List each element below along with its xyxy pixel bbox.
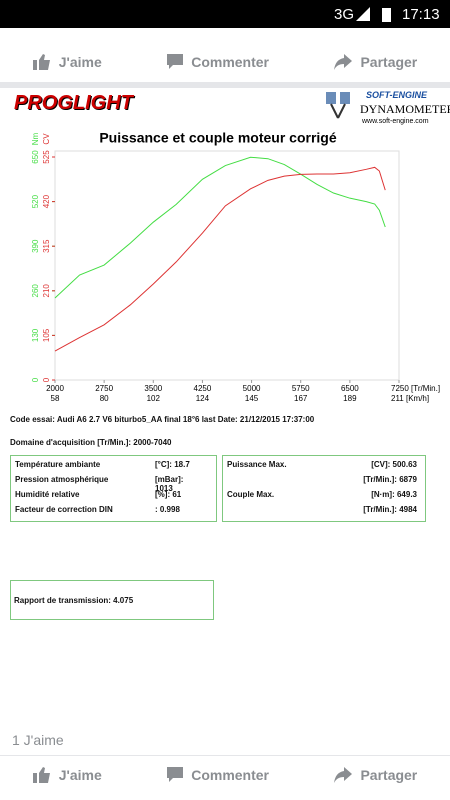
likes-count[interactable]: 1 J'aime: [12, 732, 64, 748]
speed-tick-label: 145: [245, 394, 259, 403]
dynamometers-logo: DYNAMOMETERS: [360, 102, 450, 116]
speed-tick-label: 189: [343, 394, 357, 403]
y-tick-label: 650: [31, 150, 40, 164]
info-value: [N·m]: 649.3: [371, 490, 417, 499]
network: 3G: [334, 6, 355, 23]
series-line: [54, 166, 386, 352]
x-tick-label: 2750: [95, 384, 113, 393]
info-row: Facteur de correction DIN : 0.998: [15, 505, 212, 519]
y-tick-label: 260: [31, 284, 40, 298]
y-tick-label: 130: [31, 328, 40, 342]
info-row: Couple Max. [N·m]: 649.3: [227, 490, 421, 504]
speed-tick-label: 167: [294, 394, 308, 403]
piston-icon: [326, 92, 350, 119]
speed-tick-label: 80: [100, 394, 109, 403]
info-value: [mBar]: 1013: [155, 475, 184, 493]
y-tick-label: 0: [42, 377, 51, 382]
y-tick-label: 390: [31, 239, 40, 253]
speed-tick-label: 58: [51, 394, 60, 403]
info-label: Température ambiante: [15, 460, 101, 469]
status-bar: 3G 17:13: [0, 0, 450, 28]
test-code: Code essai: Audi A6 2.7 V6 biturbo5_AA f…: [10, 415, 315, 424]
action-bar-bottom: J'aime Commenter Partager: [0, 756, 450, 794]
comment-button[interactable]: Commenter: [167, 54, 269, 70]
info-row: [Tr/Min.]: 4984: [227, 505, 421, 519]
y-tick-label: 520: [31, 194, 40, 208]
x-tick-label: 7250 [Tr/Min.]: [391, 384, 440, 393]
y-tick-label: 525: [42, 150, 51, 164]
info-row: Pression atmosphérique [mBar]: 1013: [15, 475, 212, 493]
comment-button[interactable]: Commenter: [167, 767, 269, 783]
like-button[interactable]: J'aime: [32, 767, 102, 783]
comment-label: Commenter: [191, 54, 269, 70]
share-button[interactable]: Partager: [334, 767, 417, 783]
chart: Puissance et couple moteur corrigé 2000 2…: [31, 130, 440, 403]
like-label: J'aime: [58, 767, 102, 783]
x-tick-label: 5000: [243, 384, 261, 393]
info-label: Puissance Max.: [227, 460, 287, 469]
share-label: Partager: [360, 54, 418, 70]
soft-engine-logo: SOFT-ENGINE: [366, 90, 428, 100]
share-button[interactable]: Partager: [334, 54, 417, 70]
max-box: Puissance Max. [CV]: 500.63 [Tr/Min.]: 687…: [222, 455, 426, 522]
speed-tick-label: 124: [196, 394, 210, 403]
transmission-box: Rapport de transmission: 4.075: [10, 580, 214, 620]
info-label: Facteur de correction DIN: [15, 505, 113, 514]
info-row: Humidité relative [%]: 61: [15, 490, 212, 504]
info-value: [Tr/Min.]: 4984: [363, 505, 417, 514]
series-line: [54, 156, 386, 299]
info-value: [CV]: 500.63: [371, 460, 417, 469]
info-row: [Tr/Min.]: 6879: [227, 475, 421, 489]
proglight-logo: PROGLIGHT: [14, 92, 133, 114]
acquisition-range: Domaine d'acquisition [Tr/Min.]: 2000-70…: [10, 438, 172, 447]
divider: [0, 82, 450, 88]
x-tick-label: 3500: [144, 384, 162, 393]
x-tick-label: 5750: [292, 384, 310, 393]
clock: 17:13: [402, 6, 440, 23]
y-axis-label: Nm: [31, 132, 40, 145]
x-tick-label: 2000: [46, 384, 64, 393]
y-tick-label: 210: [42, 284, 51, 298]
divider: [0, 755, 450, 756]
speed-tick-label: 102: [147, 394, 161, 403]
like-button[interactable]: J'aime: [32, 54, 102, 70]
ambient-box: Température ambiante [°C]: 18.7 Pression a…: [10, 455, 217, 522]
y-tick-label: 105: [42, 328, 51, 342]
info-value: [°C]: 18.7: [155, 460, 190, 469]
chart-title: Puissance et couple moteur corrigé: [99, 130, 337, 146]
y-tick-label: 0: [31, 377, 40, 382]
info-label: Couple Max.: [227, 490, 275, 499]
action-bar: J'aime Commenter Partager: [0, 42, 450, 82]
x-tick-label: 4250: [194, 384, 212, 393]
speed-tick-label: 211 [Km/h]: [391, 394, 429, 403]
y-tick-label: 315: [42, 239, 51, 253]
x-tick-label: 6500: [341, 384, 359, 393]
share-label: Partager: [360, 767, 418, 783]
info-value: [%]: 61: [155, 490, 182, 499]
info-value: : 0.998: [155, 505, 180, 514]
logo-url: www.soft-engine.com: [362, 118, 429, 125]
info-row: Température ambiante [°C]: 18.7: [15, 460, 212, 474]
info-label: Pression atmosphérique: [15, 475, 109, 484]
status-icons: [356, 7, 391, 22]
info-row: Puissance Max. [CV]: 500.63: [227, 460, 421, 474]
y2-axis-label: CV: [42, 133, 51, 145]
plot-frame: [54, 150, 400, 381]
comment-label: Commenter: [191, 767, 269, 783]
transmission: Rapport de transmission: 4.075: [14, 596, 134, 605]
like-label: J'aime: [58, 54, 102, 70]
info-value: [Tr/Min.]: 6879: [363, 475, 417, 484]
y-tick-label: 420: [42, 194, 51, 208]
info-label: Humidité relative: [15, 490, 80, 499]
